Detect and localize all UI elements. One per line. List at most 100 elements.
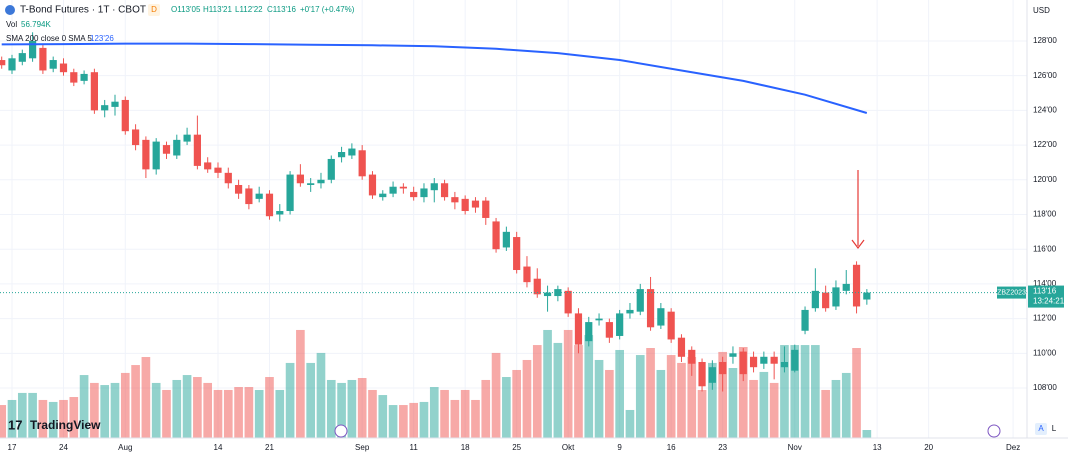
volume-bar	[69, 397, 79, 438]
candle-body	[595, 318, 603, 321]
countdown: 13:24:21	[1033, 297, 1065, 306]
volume-bar	[182, 375, 192, 438]
candle-body	[667, 311, 675, 340]
volume-bar	[800, 345, 810, 438]
candle-body	[358, 150, 366, 177]
volume-bar	[285, 362, 295, 438]
candle-body	[193, 134, 201, 166]
x-tick-label: 16	[667, 443, 676, 452]
x-tick-label: 23	[718, 443, 727, 452]
candle-body	[430, 183, 438, 191]
volume-bar	[584, 335, 594, 438]
volume-bar	[574, 345, 583, 438]
y-tick-label: 114'00	[1033, 279, 1057, 288]
badge-box	[148, 4, 160, 16]
volume-bar	[759, 371, 769, 438]
candle-body	[451, 197, 459, 203]
candle-body	[801, 309, 809, 331]
ticker: ZBZ2023	[997, 289, 1026, 296]
volume-bar	[234, 387, 243, 438]
plot-area	[0, 0, 1027, 438]
volume-bar	[563, 329, 573, 438]
candle-body	[296, 174, 304, 184]
volume-bar	[852, 348, 861, 438]
candle-body	[780, 361, 789, 368]
candle-body	[770, 356, 778, 364]
volume-bar	[38, 399, 48, 438]
candle-body	[111, 101, 119, 107]
volume-bar	[625, 409, 635, 438]
ohlc-high: H113'21	[203, 5, 233, 14]
volume-bar	[110, 382, 120, 438]
candle-body	[152, 141, 160, 170]
auto-scale[interactable]: A	[1038, 424, 1044, 433]
y-tick-label: 118'00	[1033, 210, 1057, 219]
log-scale[interactable]: L	[1052, 424, 1057, 433]
candle-body	[204, 162, 212, 170]
volume-bar	[193, 377, 202, 438]
volume-bar	[460, 389, 470, 438]
volume-bar	[254, 389, 264, 438]
candle-body	[533, 278, 541, 295]
event-icon[interactable]	[987, 424, 1001, 438]
candle-body	[142, 139, 150, 170]
volume-bar	[296, 329, 305, 438]
sma-line	[1, 42, 868, 114]
volume-bar	[553, 342, 563, 438]
x-tick-label: Aug	[118, 443, 132, 452]
volume-bar	[316, 352, 326, 438]
volume-bar	[790, 345, 800, 438]
volume-bar	[388, 405, 398, 438]
symbol: T-Bond Futures · 1T · CBOT	[20, 5, 146, 16]
x-tick-label: 14	[214, 443, 223, 452]
volume-bar	[769, 382, 779, 438]
volume-bar	[440, 389, 449, 438]
candle-body	[646, 289, 655, 328]
candle-body	[39, 47, 47, 71]
candle-body	[440, 183, 449, 198]
volume-bar	[811, 345, 820, 438]
candle-body	[183, 134, 191, 142]
candle-body	[70, 72, 78, 83]
volume-bar	[306, 362, 316, 438]
candle-body	[760, 356, 768, 364]
volume-bar	[543, 329, 552, 438]
volume-bar	[666, 355, 676, 438]
volume-bar	[718, 351, 727, 438]
price-tag	[1028, 285, 1064, 308]
volume-bar	[399, 405, 408, 438]
volume-bar	[615, 349, 624, 438]
currency[interactable]: USD	[1033, 6, 1050, 15]
candle-body	[389, 186, 397, 194]
candle-body	[852, 264, 861, 307]
candle-body	[121, 99, 129, 132]
volume-bar	[697, 389, 707, 438]
x-tick-label: 25	[512, 443, 521, 452]
volume-bar	[265, 377, 274, 438]
sma-value: 123'26	[90, 34, 114, 43]
auto-box[interactable]	[1035, 423, 1047, 435]
volume-bar	[275, 389, 285, 438]
x-tick-label: Okt	[562, 443, 575, 452]
candle-body	[327, 158, 335, 180]
x-tick-label: 17	[8, 443, 17, 452]
x-tick-label: 9	[617, 443, 622, 452]
price-label: 113'16	[1033, 287, 1057, 296]
volume-bar	[502, 377, 511, 438]
event-icon[interactable]	[334, 424, 348, 438]
volume-bar	[141, 357, 151, 438]
volume-bar	[326, 379, 336, 438]
candle-body	[471, 200, 480, 208]
candle-body	[80, 73, 88, 81]
candle-body	[461, 198, 469, 212]
volume-bar	[419, 401, 429, 438]
candle-body	[832, 287, 840, 307]
candle-body	[688, 349, 696, 364]
volume-bar	[532, 345, 542, 438]
volume-bar	[17, 392, 27, 438]
candle-body	[564, 290, 572, 314]
brand: TradingView	[30, 418, 101, 432]
candle-body	[739, 351, 747, 375]
volume-bar	[48, 401, 58, 438]
